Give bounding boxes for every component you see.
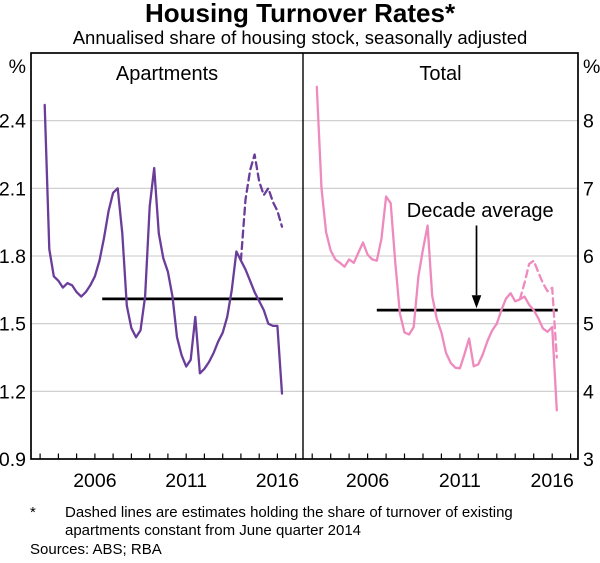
x-tick-label: 2011: [165, 470, 207, 492]
page-subtitle: Annualised share of housing stock, seaso…: [72, 27, 528, 48]
x-tick-label: 2006: [73, 470, 116, 492]
y-axis-unit: %: [9, 56, 26, 78]
y-tick-label: 0.9: [0, 449, 26, 471]
x-tick-label: 2011: [439, 470, 481, 492]
panel-title-apartments: Apartments: [116, 63, 218, 85]
x-tick-label: 2016: [531, 470, 574, 492]
total-turnover-estimate-line: [518, 259, 558, 359]
y-tick-label: 3: [583, 449, 594, 471]
y-tick-label: 1.2: [0, 381, 26, 403]
footnote-marker: *: [30, 504, 36, 521]
footnote-text: Dashed lines are estimates holding the s…: [65, 504, 513, 540]
y-axis-unit: %: [583, 56, 600, 78]
annotation-arrowhead: [471, 295, 482, 309]
y-tick-label: 1.8: [0, 246, 26, 268]
y-tick-label: 6: [583, 246, 594, 268]
y-tick-label: 5: [583, 314, 594, 336]
panel-title-total: Total: [419, 63, 461, 85]
apartments-turnover-estimate-line: [239, 153, 284, 262]
y-tick-label: 4: [583, 381, 594, 403]
y-tick-label: 2.4: [0, 111, 26, 133]
y-tick-label: 2.1: [0, 178, 26, 200]
y-tick-label: 1.5: [0, 314, 26, 336]
apartments-turnover-line: [43, 103, 284, 395]
plot-border: [30, 52, 579, 460]
x-tick-label: 2006: [346, 470, 389, 492]
y-tick-label: 7: [583, 178, 594, 200]
total-turnover-line: [315, 85, 558, 412]
annotation-label: Decade average: [407, 200, 554, 222]
y-tick-label: 8: [583, 111, 594, 133]
x-tick-label: 2016: [256, 470, 299, 492]
sources-note: Sources: ABS; RBA: [30, 541, 162, 558]
page-title: Housing Turnover Rates*: [144, 0, 456, 28]
chart-canvas: 0.9 1.2 1.5 1.8 2.1 2.4% 2006 2011 2016 Apartment…: [0, 52, 600, 492]
